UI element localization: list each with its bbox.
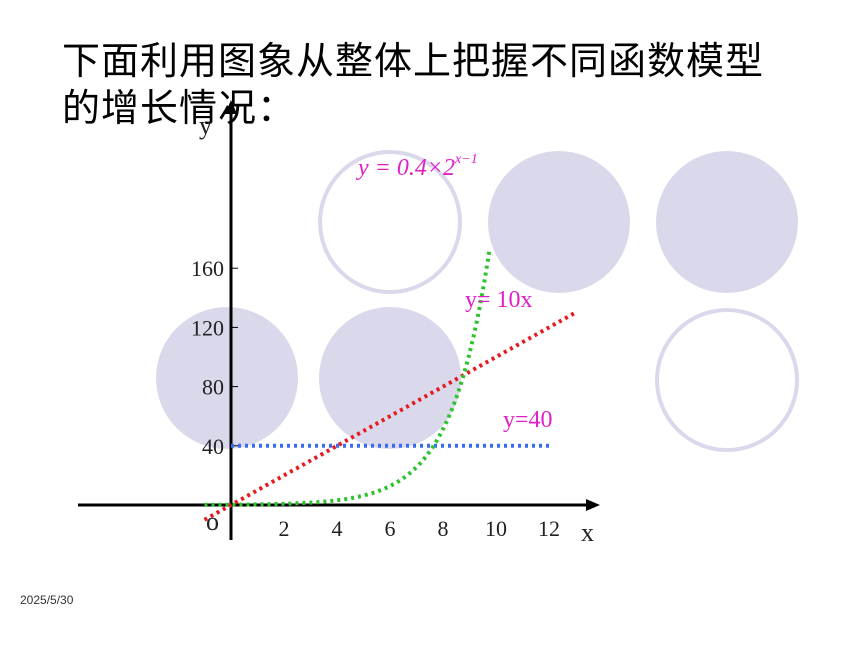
decor-circle-filled xyxy=(156,307,298,449)
x-tick-label: 4 xyxy=(332,516,343,541)
decor-circle-filled xyxy=(488,151,630,293)
x-tick-label: 12 xyxy=(538,516,560,541)
y-tick-label: 80 xyxy=(202,375,224,400)
x-tick-label: 10 xyxy=(485,516,507,541)
x-axis-arrow-icon xyxy=(586,499,600,511)
series-label-constant: y=40 xyxy=(503,407,553,433)
series-line-linear xyxy=(203,310,577,522)
decor-circle-filled xyxy=(319,307,461,449)
x-axis-label: x xyxy=(581,518,594,547)
decorative-circles xyxy=(156,150,799,452)
y-axis-arrow-icon xyxy=(225,100,237,114)
series-lines xyxy=(203,249,577,522)
slide-date: 2025/5/30 xyxy=(20,593,74,607)
y-tick-label: 120 xyxy=(191,315,224,340)
slide-title: 下面利用图象从整体上把握不同函数模型的增长情况： xyxy=(62,39,765,130)
series-label-linear: y= 10x xyxy=(465,287,533,313)
decor-circle-outline xyxy=(655,308,799,452)
y-tick-label: 160 xyxy=(191,256,224,281)
x-tick-label: 2 xyxy=(279,516,290,541)
x-tick-label: 8 xyxy=(438,516,449,541)
x-tick-label: 6 xyxy=(385,516,396,541)
y-axis-label: y xyxy=(199,111,212,140)
origin-label: o xyxy=(206,507,219,536)
series-line-exponential xyxy=(204,249,492,507)
decor-circle-filled xyxy=(656,151,798,293)
axis-ticks: 2 4 6 8 10 12 40 80 120 160 xyxy=(191,256,560,541)
decor-circle-outline xyxy=(318,150,462,294)
series-label-exponential: y = 0.4×2x−1 xyxy=(356,152,478,181)
axes: x y o xyxy=(78,100,600,547)
y-tick-label: 40 xyxy=(202,434,224,459)
